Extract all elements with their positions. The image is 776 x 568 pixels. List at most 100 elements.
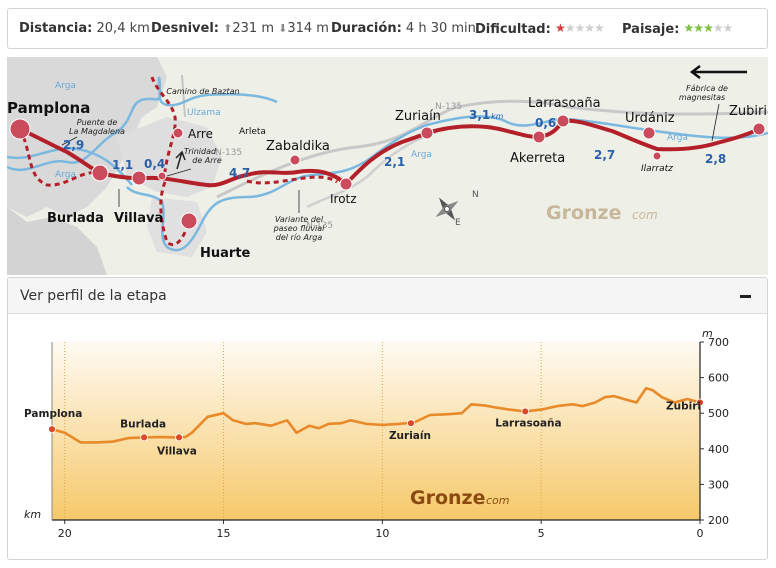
x-tick-label: 10 <box>375 527 389 540</box>
note-trinidad-2: de Arre <box>192 156 222 165</box>
river-label-arga-1: Arga <box>55 81 76 91</box>
profile-header-title[interactable]: Ver perfil de la etapa <box>20 287 167 304</box>
compass-n-label: N <box>472 190 479 200</box>
star-empty-icon: ★ <box>722 21 734 35</box>
dot-villava[interactable] <box>131 170 147 186</box>
road-baztan <box>181 74 186 118</box>
difficulty-label: Dificultad: <box>475 22 551 37</box>
distance-stat: Distancia: 20,4 km <box>19 21 150 36</box>
profile-points: Pamplona Burlada Villava Zuriaín Larrasoaña Z… <box>24 398 704 457</box>
label-ilarratz: Ilarratz <box>641 164 673 174</box>
profile-point-label: Pamplona <box>24 408 82 420</box>
distance-value: 20,4 km <box>96 21 150 36</box>
y-tick-label: 600 <box>708 372 729 385</box>
dot-ilarratz[interactable] <box>652 151 662 161</box>
y-axis-unit: m <box>702 327 713 340</box>
river-label-arga-4: Arga <box>667 133 688 143</box>
profile-point-label: Zubiri <box>666 401 701 413</box>
landscape-stat: Paisaje: ★★★★★ <box>622 21 734 37</box>
profile-header[interactable]: Ver perfil de la etapa <box>8 278 767 314</box>
profile-panel: Ver perfil de la etapa 20 15 10 5 0 700 600 500… <box>7 277 768 560</box>
star-filled-icon: ★ <box>683 21 695 35</box>
label-pamplona: Pamplona <box>7 99 90 117</box>
route-variant-fluvial <box>246 175 338 185</box>
urban-area-pamplona <box>7 57 167 217</box>
profile-point-label: Villava <box>157 445 197 457</box>
star-empty-icon: ★ <box>712 21 724 35</box>
profile-point-label: Zuriaín <box>389 430 431 442</box>
dot-zubiri[interactable] <box>752 122 766 136</box>
distance-unit-label: km <box>491 112 504 121</box>
arrow-down-icon: ⬇ <box>278 22 288 35</box>
label-zubiri: Zubiri <box>729 104 767 119</box>
elevation-profile-chart: 20 15 10 5 0 700 600 500 400 300 200 m km Gronze com… <box>24 327 729 540</box>
elevation-stat: Desnivel: ⬆231 m ⬇314 m <box>151 21 329 36</box>
duration-value: 4 h 30 min <box>405 21 476 36</box>
note-variante-3: del río Arga <box>276 233 323 242</box>
dot-pamplona[interactable] <box>9 118 31 140</box>
route-variant-huarte <box>159 181 191 246</box>
profile-point <box>140 433 149 442</box>
distance-label-9: 2,8 <box>705 152 726 166</box>
distance-label-1: 2,9 <box>63 138 84 152</box>
river-arga <box>126 115 768 252</box>
star-filled-icon: ★ <box>703 21 714 35</box>
x-tick-label: 20 <box>58 527 72 540</box>
star-filled-icon: ★ <box>693 21 704 35</box>
y-tick-label: 700 <box>708 336 729 349</box>
note-variante-1: Variante del <box>275 215 324 224</box>
road-label-n135-2: N-135 <box>435 102 462 112</box>
profile-watermark: Gronze <box>410 487 486 509</box>
profile-point <box>407 419 415 428</box>
profile-point <box>48 425 56 434</box>
profile-point-label: Burlada <box>120 418 166 430</box>
duration-label: Duración: <box>331 21 402 36</box>
dot-urdaniz[interactable] <box>642 126 656 140</box>
dot-akerreta[interactable] <box>532 130 546 144</box>
distance-label-5: 2,1 <box>384 155 405 169</box>
map-watermark: Gronze <box>546 202 622 224</box>
collapse-icon[interactable] <box>739 289 753 303</box>
direction-arrow-icon <box>689 65 747 79</box>
route-map[interactable]: N E Arga Arga Ulzama Arga Arga N-135 N-1… <box>7 57 768 275</box>
dot-irotz[interactable] <box>339 177 353 191</box>
route-camino-baztan <box>150 76 177 173</box>
label-villava: Villava <box>114 211 163 226</box>
star-empty-icon: ★ <box>594 21 605 35</box>
note-puente-2: La Magdalena <box>69 127 125 136</box>
distance-label-6: 3,1 <box>469 108 490 122</box>
note-variante-2: paseo fluvial <box>273 224 326 233</box>
dot-zuriain[interactable] <box>420 126 434 140</box>
label-arre: Arre <box>188 127 213 141</box>
dot-zabaldika[interactable] <box>289 154 301 166</box>
distance-label-8: 2,7 <box>594 148 615 162</box>
profile-plot-area <box>52 342 700 520</box>
label-akerreta: Akerreta <box>510 151 565 166</box>
landscape-label: Paisaje: <box>622 22 680 37</box>
label-huarte: Huarte <box>200 246 251 261</box>
urban-area-south <box>7 207 107 275</box>
dot-huarte[interactable] <box>180 212 198 230</box>
profile-axes: 20 15 10 5 0 700 600 500 400 300 200 m km <box>24 327 729 540</box>
dot-arre[interactable] <box>172 127 184 139</box>
distance-label-4: 4,7 <box>229 166 250 180</box>
note-puente-1: Puente de <box>77 118 118 127</box>
road-n135 <box>216 99 768 199</box>
landscape-rating: ★★★★★ <box>683 21 734 35</box>
x-axis-unit: km <box>24 508 41 521</box>
river-label-arga-2: Arga <box>55 170 76 180</box>
distance-label-2: 1,1 <box>112 158 133 172</box>
label-urdaniz: Urdániz <box>625 111 675 126</box>
road-n135-south <box>306 130 438 209</box>
river-ulzama <box>157 76 278 107</box>
note-fabrica-2: magnesitas <box>679 93 725 102</box>
dot-trinidad[interactable] <box>157 171 167 181</box>
elevation-label: Desnivel: <box>151 21 220 36</box>
dot-burlada[interactable] <box>91 164 109 182</box>
dot-larrasoana[interactable] <box>556 114 570 128</box>
y-tick-label: 500 <box>708 407 729 420</box>
x-tick-label: 5 <box>538 527 545 540</box>
y-tick-label: 200 <box>708 514 729 527</box>
profile-point <box>696 398 704 407</box>
route-variant-magdalena <box>18 128 101 187</box>
